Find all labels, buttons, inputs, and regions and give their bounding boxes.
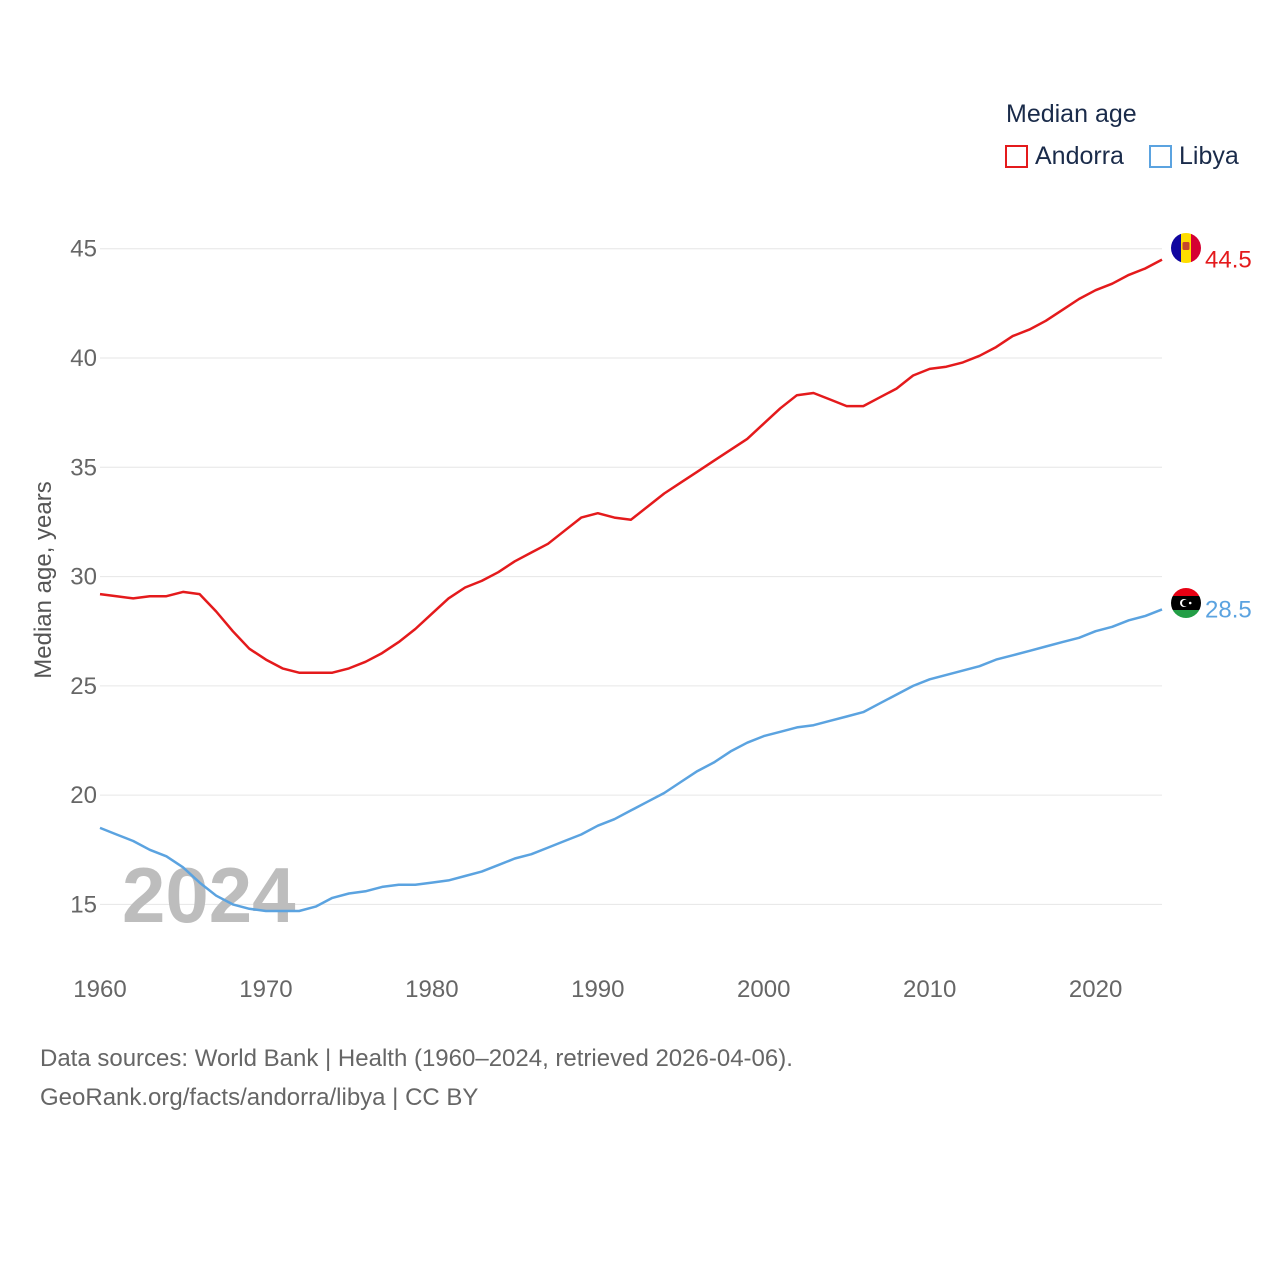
legend-item-libya[interactable]: Libya	[1149, 142, 1239, 171]
andorra-flag-icon	[1171, 233, 1201, 263]
x-tick-label: 2010	[903, 976, 956, 1003]
y-tick-label: 30	[70, 564, 97, 591]
x-axis-ticks: 1960 1970 1980 1990 2000 2010 2020	[73, 976, 1122, 1003]
end-label-andorra: 44.5	[1205, 247, 1252, 274]
license-line[interactable]: GeoRank.org/facts/andorra/libya | CC BY	[40, 1084, 479, 1111]
libya-flag-icon	[1171, 588, 1201, 618]
x-tick-label: 1980	[405, 976, 458, 1003]
y-tick-label: 15	[70, 891, 97, 918]
x-tick-label: 1990	[571, 976, 624, 1003]
legend-title: Median age	[1006, 100, 1137, 128]
series-line-libya[interactable]	[99, 608, 1163, 913]
series-lines	[99, 258, 1163, 913]
legend-label-andorra: Andorra	[1035, 142, 1124, 170]
end-label-libya: 28.5	[1205, 596, 1252, 623]
year-watermark: 2024	[122, 851, 296, 939]
x-tick-label: 1960	[73, 976, 126, 1003]
x-tick-label: 1970	[239, 976, 292, 1003]
x-tick-label: 2020	[1069, 976, 1122, 1003]
y-tick-label: 40	[70, 345, 97, 372]
y-tick-label: 25	[70, 673, 97, 700]
series-line-andorra[interactable]	[99, 258, 1163, 674]
y-tick-label: 35	[70, 454, 97, 481]
legend-label-libya: Libya	[1179, 142, 1239, 170]
legend-item-andorra[interactable]: Andorra	[1005, 142, 1124, 171]
source-line: Data sources: World Bank | Health (1960–…	[40, 1045, 793, 1072]
y-axis-ticks: 15 20 25 30 35 40 45	[70, 236, 97, 919]
series-end-labels: 44.5 28.5	[1205, 247, 1252, 624]
y-tick-label: 45	[70, 236, 97, 263]
x-tick-label: 2000	[737, 976, 790, 1003]
y-axis-label: Median age, years	[30, 481, 57, 678]
gridlines	[100, 248, 1162, 905]
y-tick-label: 20	[70, 782, 97, 809]
legend-swatch-andorra	[1005, 145, 1028, 168]
legend-swatch-libya	[1149, 145, 1172, 168]
